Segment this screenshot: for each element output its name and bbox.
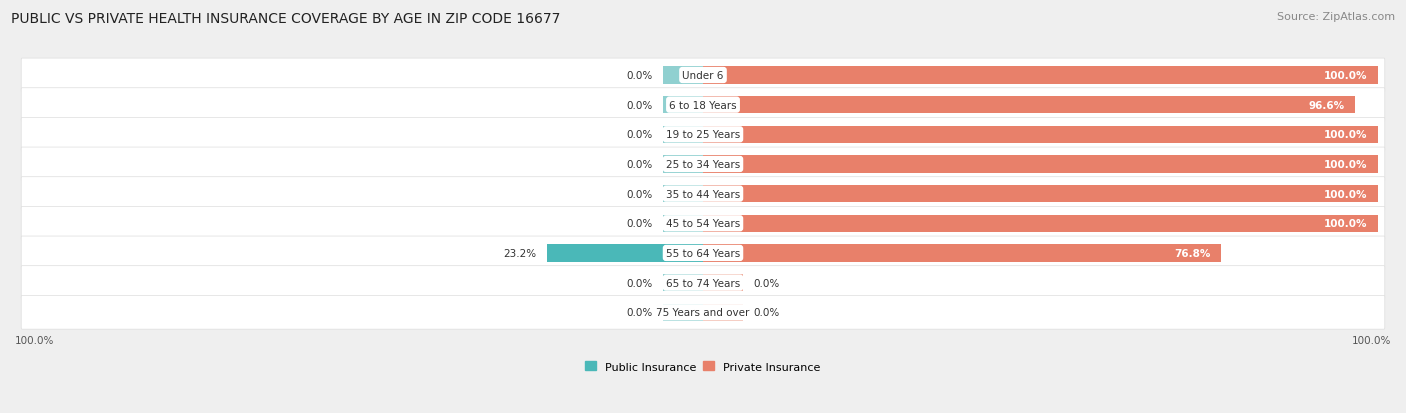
- Text: Under 6: Under 6: [682, 71, 724, 81]
- Bar: [703, 97, 1354, 114]
- Text: 0.0%: 0.0%: [626, 219, 652, 229]
- Text: 55 to 64 Years: 55 to 64 Years: [666, 248, 740, 258]
- Text: 0.0%: 0.0%: [626, 278, 652, 288]
- Text: 0.0%: 0.0%: [754, 278, 780, 288]
- Text: Source: ZipAtlas.com: Source: ZipAtlas.com: [1277, 12, 1395, 22]
- Text: 75 Years and over: 75 Years and over: [657, 308, 749, 318]
- Text: 0.0%: 0.0%: [626, 308, 652, 318]
- Bar: [662, 215, 703, 233]
- FancyBboxPatch shape: [21, 148, 1385, 181]
- Bar: [662, 67, 703, 84]
- Bar: [703, 274, 744, 292]
- Text: 100.0%: 100.0%: [1324, 159, 1368, 170]
- FancyBboxPatch shape: [21, 59, 1385, 93]
- Text: 0.0%: 0.0%: [626, 189, 652, 199]
- Text: 100.0%: 100.0%: [1324, 189, 1368, 199]
- Text: 0.0%: 0.0%: [754, 308, 780, 318]
- Text: 0.0%: 0.0%: [626, 130, 652, 140]
- Bar: [703, 67, 1378, 84]
- Text: 0.0%: 0.0%: [626, 159, 652, 170]
- Text: 96.6%: 96.6%: [1309, 100, 1344, 110]
- Text: 25 to 34 Years: 25 to 34 Years: [666, 159, 740, 170]
- Bar: [662, 156, 703, 173]
- FancyBboxPatch shape: [21, 88, 1385, 122]
- Bar: [703, 156, 1378, 173]
- Text: 100.0%: 100.0%: [1324, 71, 1368, 81]
- Text: 0.0%: 0.0%: [626, 71, 652, 81]
- Text: 100.0%: 100.0%: [1351, 336, 1391, 346]
- FancyBboxPatch shape: [21, 177, 1385, 211]
- FancyBboxPatch shape: [21, 266, 1385, 300]
- Bar: [662, 274, 703, 292]
- Text: 76.8%: 76.8%: [1174, 248, 1211, 258]
- Text: 45 to 54 Years: 45 to 54 Years: [666, 219, 740, 229]
- Bar: [703, 304, 744, 321]
- FancyBboxPatch shape: [21, 207, 1385, 241]
- Bar: [703, 215, 1378, 233]
- Bar: [703, 245, 1220, 262]
- Legend: Public Insurance, Private Insurance: Public Insurance, Private Insurance: [581, 357, 825, 376]
- Bar: [662, 185, 703, 203]
- FancyBboxPatch shape: [21, 237, 1385, 270]
- Text: 0.0%: 0.0%: [626, 100, 652, 110]
- Bar: [662, 126, 703, 144]
- Text: 6 to 18 Years: 6 to 18 Years: [669, 100, 737, 110]
- Bar: [703, 185, 1378, 203]
- Text: 100.0%: 100.0%: [15, 336, 55, 346]
- Text: 100.0%: 100.0%: [1324, 130, 1368, 140]
- Bar: [547, 245, 703, 262]
- FancyBboxPatch shape: [21, 296, 1385, 330]
- Bar: [662, 97, 703, 114]
- Text: 100.0%: 100.0%: [1324, 219, 1368, 229]
- FancyBboxPatch shape: [21, 118, 1385, 152]
- Text: 35 to 44 Years: 35 to 44 Years: [666, 189, 740, 199]
- Text: PUBLIC VS PRIVATE HEALTH INSURANCE COVERAGE BY AGE IN ZIP CODE 16677: PUBLIC VS PRIVATE HEALTH INSURANCE COVER…: [11, 12, 561, 26]
- Text: 65 to 74 Years: 65 to 74 Years: [666, 278, 740, 288]
- Text: 19 to 25 Years: 19 to 25 Years: [666, 130, 740, 140]
- Text: 23.2%: 23.2%: [503, 248, 537, 258]
- Bar: [662, 304, 703, 321]
- Bar: [703, 126, 1378, 144]
